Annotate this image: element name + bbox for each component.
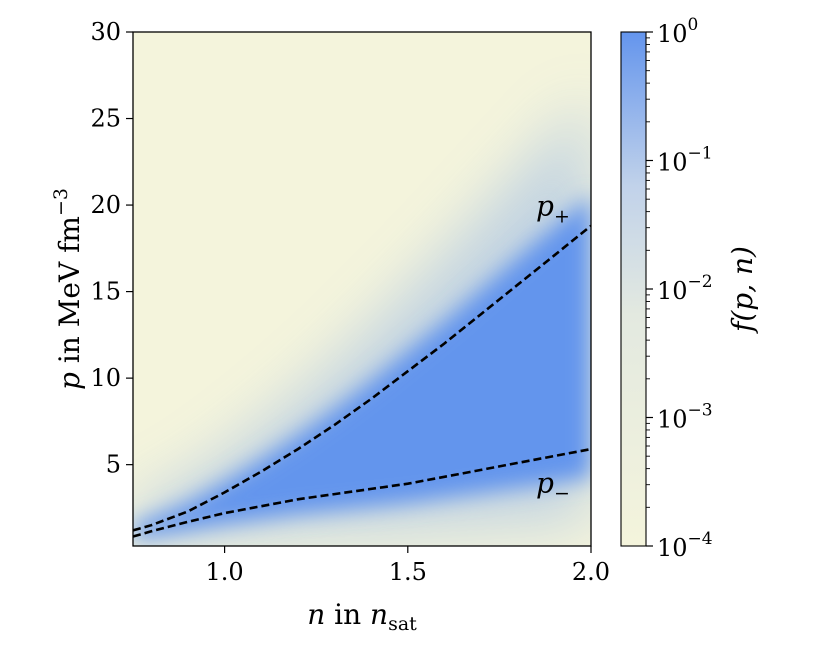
colorbar-tick-label: 10−3 (657, 401, 713, 434)
colorbar: 100 10−1 10−2 10−3 10−4 f(p, n) (620, 15, 759, 562)
plot-frame (132, 31, 592, 547)
x-tick-label: 1.0 (206, 558, 244, 586)
y-tick-label: 10 (90, 364, 121, 392)
curve-p-minus (133, 447, 591, 538)
colorbar-tick-label: 100 (657, 15, 698, 48)
colorbar-gradient (621, 32, 646, 546)
colorbar-label: f(p, n) (726, 246, 759, 334)
y-tick-label: 30 (90, 18, 121, 46)
colorbar-tick-label: 10−4 (657, 529, 713, 562)
curve-label-p-plus: p+ (536, 189, 570, 227)
y-axis-label: p in MeV fm−3 (50, 188, 86, 390)
y-axis: 5 10 15 20 25 30 (90, 18, 133, 479)
y-tick-label: 25 (90, 105, 121, 133)
y-tick-label: 20 (90, 191, 121, 219)
colorbar-tick-label: 10−1 (657, 144, 713, 177)
y-tick-label: 15 (90, 278, 121, 306)
x-axis-label: n in nsat (307, 598, 417, 635)
y-tick-label: 5 (106, 451, 121, 479)
x-tick-label: 1.5 (389, 558, 427, 586)
heatmap-band (133, 194, 591, 541)
curve-label-p-minus: p− (536, 466, 570, 504)
curve-p-plus (133, 224, 591, 532)
plot-area (132, 31, 592, 547)
x-axis: 1.0 1.5 2.0 (206, 546, 610, 586)
colorbar-tick-label: 10−2 (657, 272, 713, 305)
x-tick-label: 2.0 (572, 558, 610, 586)
